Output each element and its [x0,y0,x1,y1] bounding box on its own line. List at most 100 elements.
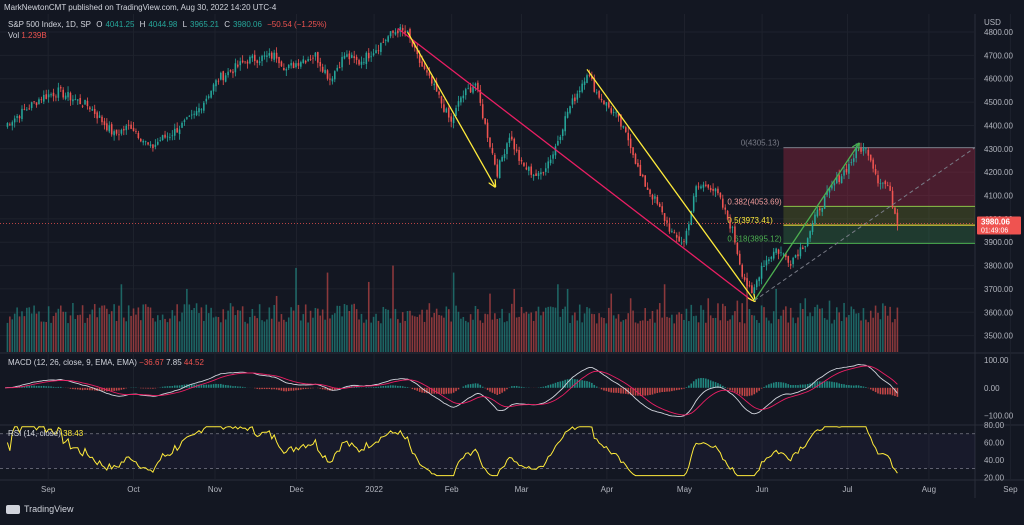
candle-body [431,76,433,83]
candle-body [373,53,375,55]
volume-bar [521,307,523,352]
candle-body [543,172,545,173]
candle-body [218,81,220,82]
macd-histogram-bar [181,385,183,388]
candle-body [472,87,474,93]
volume-bar [875,306,877,352]
tradingview-footer[interactable]: TradingView [6,504,74,514]
macd-histogram-bar [477,384,479,388]
candle-body [155,145,157,147]
volume-bar [598,313,600,352]
candle-body [601,99,603,100]
candle-body [150,145,152,146]
macd-histogram-bar [113,388,115,391]
candle-body [319,62,321,66]
candle-body [606,102,608,105]
candle-body [804,246,806,247]
open-value: 4041.25 [105,20,134,29]
volume-bar [358,319,360,352]
volume-bar [603,318,605,352]
price-tick-label: 3600.00 [984,308,1013,317]
candle-body [385,40,387,41]
macd-histogram-bar [722,386,724,388]
candle-body [198,108,200,112]
volume-bar [351,305,353,352]
macd-histogram-bar [620,388,622,394]
candle-body [60,87,62,88]
candle-body [872,160,874,169]
candle-body [113,131,115,135]
candle-body [574,97,576,101]
macd-histogram-bar [295,388,297,390]
volume-bar [644,308,646,352]
candle-body [429,72,431,75]
macd-histogram-bar [322,388,324,390]
macd-histogram-bar [681,388,683,389]
candle-body [780,252,782,253]
macd-histogram-bar [48,386,50,387]
candle-body [783,254,785,255]
time-tick-label: Aug [922,485,936,494]
volume-legend[interactable]: Vol 1.239B [8,31,47,40]
candle-body [220,73,222,80]
candle-body [26,109,28,110]
macd-histogram-bar [305,388,307,389]
candle-body [564,116,566,131]
macd-histogram-bar [547,385,549,388]
candle-body [162,135,164,140]
volume-bar [610,294,612,352]
candle-body [167,137,169,138]
volume-bar [843,303,845,352]
volume-bar [232,306,234,352]
volume-bar [77,315,79,352]
candle-body [705,185,707,186]
volume-bar [249,317,251,352]
candle-body [715,189,717,192]
macd-histogram-bar [487,388,489,390]
macd-histogram-bar [543,387,545,388]
volume-bar [669,318,671,352]
volume-bar [14,314,16,352]
macd-histogram-bar [259,388,261,389]
candle-body [305,61,307,63]
rsi-legend[interactable]: RSI (14, close) 38.43 [8,429,83,438]
candle-body [834,183,836,185]
macd-histogram-bar [230,386,232,388]
volume-bar [402,312,404,352]
candle-body [698,187,700,188]
volume-bar [298,305,300,352]
volume-bar [380,323,382,352]
volume-bar [652,311,654,352]
macd-legend[interactable]: MACD (12, 26, close, 9, EMA, EMA) −36.67… [8,358,204,367]
candle-body [545,168,547,172]
macd-histogram-bar [45,386,47,388]
macd-histogram-bar [773,383,775,388]
macd-histogram-bar [615,388,617,393]
volume-bar [613,315,615,352]
volume-bar [36,314,38,352]
volume-bar [889,307,891,352]
volume-bar [800,303,802,352]
volume-bar [361,314,363,352]
macd-histogram-bar [489,388,491,392]
volume-bar [65,312,67,352]
macd-histogram-bar [678,388,680,390]
candle-body [669,223,671,231]
macd-histogram-bar [147,388,149,389]
macd-histogram-bar [618,388,620,393]
macd-histogram-bar [237,386,239,387]
candle-body [402,28,404,31]
candle-body [327,70,329,78]
volume-bar [353,304,355,352]
volume-bar [283,320,285,352]
volume-bar [92,310,94,352]
time-tick-label: Dec [289,485,303,494]
volume-bar [252,309,254,352]
volume-bar [654,323,656,352]
volume-bar [780,316,782,352]
volume-bar [349,311,351,352]
candle-body [800,247,802,256]
volume-bar [193,308,195,352]
